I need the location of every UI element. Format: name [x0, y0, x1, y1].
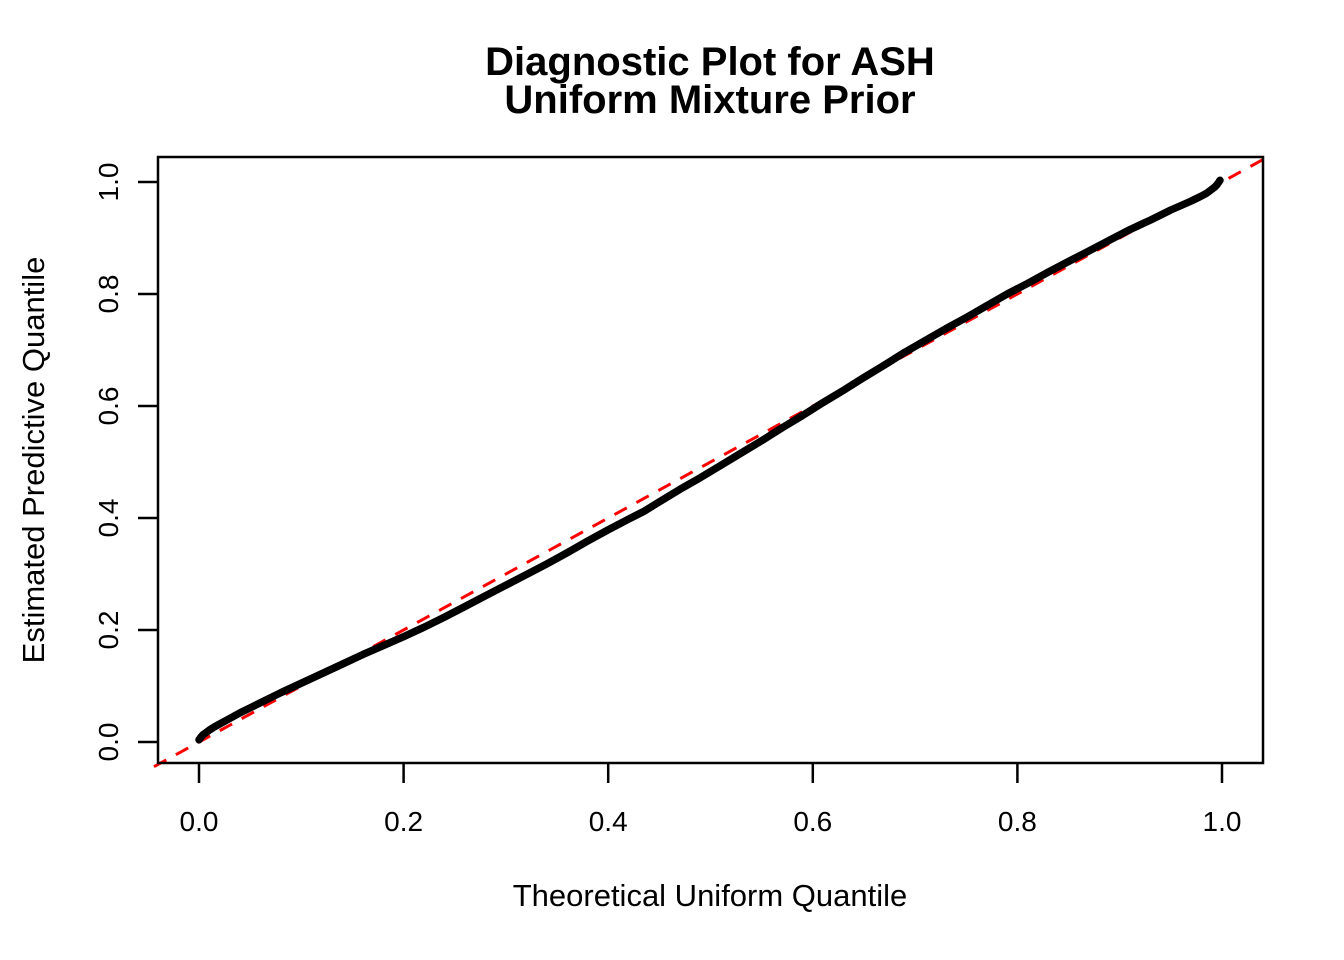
y-axis: 0.0 0.2 0.4 0.6 0.8 1.0: [93, 163, 158, 762]
x-tick-label: 0.6: [793, 806, 832, 837]
x-tick-label: 0.2: [384, 806, 423, 837]
x-tick-label: 1.0: [1203, 806, 1242, 837]
y-tick-label: 0.8: [93, 275, 124, 314]
y-tick-label: 0.0: [93, 723, 124, 762]
y-tick-label: 0.6: [93, 387, 124, 426]
y-tick-label: 0.2: [93, 611, 124, 650]
chart-title-line2: Uniform Mixture Prior: [504, 78, 915, 122]
plot-box: [156, 155, 1265, 765]
y-tick-label: 0.4: [93, 499, 124, 538]
chart-title-line1: Diagnostic Plot for ASH: [485, 40, 935, 84]
x-axis-label: Theoretical Uniform Quantile: [513, 878, 908, 913]
qq-curve-group: [195, 176, 1224, 744]
x-axis: 0.0 0.2 0.4 0.6 0.8 1.0: [180, 763, 1242, 837]
x-tick-label: 0.0: [180, 806, 219, 837]
qq-curve: [195, 176, 1224, 744]
y-axis-label: Estimated Predictive Quantile: [16, 257, 51, 664]
plot-frame: [156, 155, 1265, 765]
y-tick-label: 1.0: [93, 163, 124, 202]
x-tick-label: 0.4: [589, 806, 628, 837]
x-tick-label: 0.8: [998, 806, 1037, 837]
